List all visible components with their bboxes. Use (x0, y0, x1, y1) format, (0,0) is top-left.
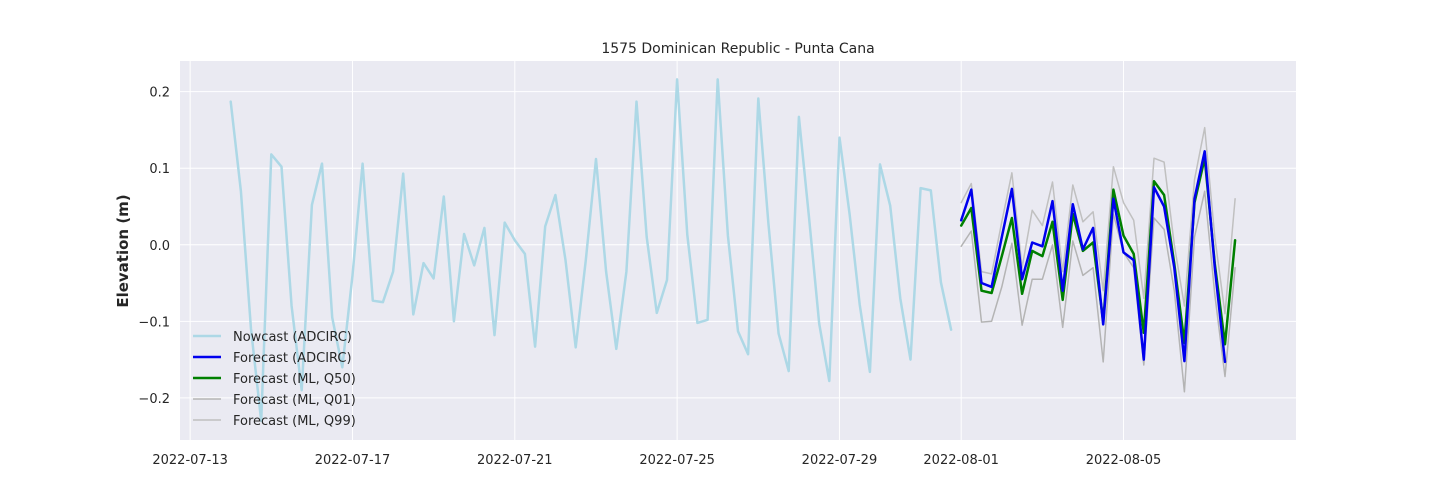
y-axis-label: Elevation (m) (114, 194, 132, 307)
x-tick-label: 2022-07-25 (639, 453, 715, 468)
y-tick-label: 0.2 (149, 86, 170, 101)
x-tick-label: 2022-07-21 (477, 453, 553, 468)
y-axis: −0.2 −0.1 0.0 0.1 0.2 (138, 86, 170, 407)
chart-title: 1575 Dominican Republic - Punta Cana (601, 41, 874, 57)
legend-entry: Forecast (ADCIRC) (233, 351, 352, 366)
y-tick-label: −0.1 (138, 315, 170, 330)
series-layer (229, 78, 1237, 423)
y-tick-label: 0.0 (149, 239, 170, 254)
x-axis: 2022-07-13 2022-07-17 2022-07-21 2022-07-25… (152, 453, 1161, 468)
series-line (960, 190, 1236, 393)
legend-entry: Nowcast (ADCIRC) (233, 330, 352, 345)
series-line (229, 78, 953, 423)
x-tick-label: 2022-07-13 (152, 453, 228, 468)
series-line (960, 126, 1236, 315)
legend: Nowcast (ADCIRC) Forecast (ADCIRC) Forecas… (193, 330, 356, 429)
x-tick-label: 2022-07-29 (802, 453, 878, 468)
x-tick-label: 2022-08-05 (1086, 453, 1162, 468)
y-tick-label: 0.1 (149, 162, 170, 177)
legend-entry: Forecast (ML, Q50) (233, 372, 356, 387)
legend-entry: Forecast (ML, Q99) (233, 414, 356, 429)
x-tick-label: 2022-08-01 (923, 453, 999, 468)
legend-entry: Forecast (ML, Q01) (233, 393, 356, 408)
y-tick-label: −0.2 (138, 392, 170, 407)
series-line (959, 150, 1227, 364)
x-tick-label: 2022-07-17 (315, 453, 391, 468)
